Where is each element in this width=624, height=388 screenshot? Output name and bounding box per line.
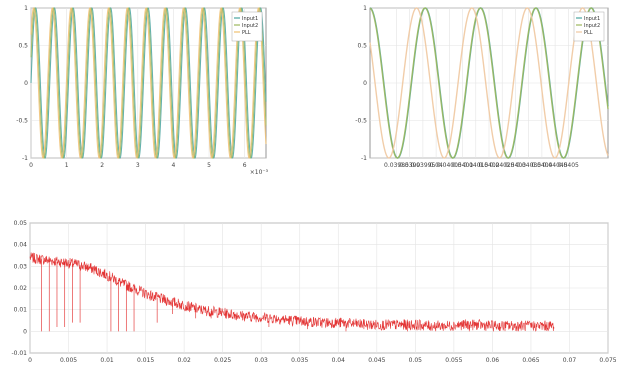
top-right-legend-box xyxy=(573,11,605,42)
top-right-legend-entry: Input1 xyxy=(584,16,600,22)
chart-bottom: 0 0.005 0.01 0.015 0.02 0.025 0.03 0.035 0.04 0.0… xyxy=(11,220,616,364)
top-right-xtick-label: 0.0404 xyxy=(531,162,552,169)
top-left-ytick-label: 0.5 xyxy=(18,43,28,50)
bottom-ytick-label: 0.02 xyxy=(14,285,28,292)
top-left-xtick-label: 2 xyxy=(100,162,104,169)
top-left-xtick-label: 5 xyxy=(207,162,211,169)
top-right-xtick-label: 0.0402 xyxy=(479,162,500,169)
bottom-series-line xyxy=(29,252,555,332)
top-right-series-line xyxy=(369,7,609,159)
top-left-legend-entry: Input2 xyxy=(242,23,258,29)
top-right-ytick-label: -0.5 xyxy=(355,118,367,125)
bottom-xtick-label: 0.025 xyxy=(214,357,231,364)
bottom-ytick-label: 0 xyxy=(23,328,27,335)
top-left-xtick-label: 1 xyxy=(65,162,69,169)
top-left-series-line xyxy=(30,7,267,159)
bottom-ytick-label: 0.04 xyxy=(14,242,28,249)
top-left-xtick-label: 4 xyxy=(172,162,176,169)
top-right-xtick-label: 0.03985 xyxy=(384,162,409,169)
top-right-xtick-label: 0.04005 xyxy=(437,162,462,169)
bottom-xtick-label: 0.04 xyxy=(332,357,346,364)
bottom-ytick-label: -0.01 xyxy=(11,350,27,357)
top-left-ytick-label: 1 xyxy=(24,5,28,12)
bottom-xtick-label: 0.035 xyxy=(291,357,308,364)
bottom-xtick-label: 0.06 xyxy=(486,357,500,364)
top-left-legend-entry: PLL xyxy=(242,30,251,36)
top-right-xtick-label: 0.04 xyxy=(429,162,443,169)
bottom-xtick-label: 0.05 xyxy=(409,357,423,364)
bottom-xtick-label: 0.045 xyxy=(368,357,385,364)
top-left-x-exponent: ×10⁻³ xyxy=(250,169,269,176)
top-right-ytick-label: 0 xyxy=(363,80,367,87)
top-right-legend-entry: PLL xyxy=(584,30,593,36)
top-right-xtick-label: 0.04035 xyxy=(516,162,541,169)
bottom-xtick-label: 0.01 xyxy=(100,357,114,364)
chart-top-right: 0.039850.03990.039950.040.040050.04010.0… xyxy=(355,5,609,169)
top-left-series-line xyxy=(30,7,267,159)
top-right-xtick-label: 0.0405 xyxy=(558,162,579,169)
top-right-xtick-label: 0.03995 xyxy=(410,162,435,169)
top-right-ytick-label: 1 xyxy=(363,5,367,12)
bottom-xtick-label: 0.07 xyxy=(563,357,577,364)
bottom-xtick-label: 0.065 xyxy=(522,357,539,364)
top-right-xtick-label: 0.0401 xyxy=(452,162,473,169)
top-right-xtick-label: 0.04025 xyxy=(490,162,515,169)
bottom-xtick-label: 0.075 xyxy=(599,357,616,364)
top-right-ytick-label: 0.5 xyxy=(357,43,367,50)
top-right-legend-entry: Input2 xyxy=(584,23,600,29)
top-right-ytick-label: -1 xyxy=(361,155,367,162)
top-left-ytick-label: -0.5 xyxy=(16,118,28,125)
top-left-ytick-label: 0 xyxy=(24,80,28,87)
bottom-xtick-label: 0.02 xyxy=(177,357,191,364)
top-right-xtick-label: 0.04045 xyxy=(543,162,568,169)
bottom-xtick-label: 0.015 xyxy=(137,357,154,364)
bottom-xtick-label: 0.055 xyxy=(445,357,462,364)
bottom-ytick-label: 0.01 xyxy=(14,307,28,314)
bottom-xtick-label: 0 xyxy=(28,357,32,364)
top-left-xtick-label: 0 xyxy=(29,162,33,169)
top-left-xtick-label: 3 xyxy=(136,162,140,169)
top-right-xtick-label: 0.0403 xyxy=(505,162,526,169)
top-right-xtick-label: 0.0399 xyxy=(399,162,420,169)
bottom-ytick-label: 0.05 xyxy=(14,220,28,227)
top-left-legend-entry: Input1 xyxy=(242,16,258,22)
bottom-ytick-label: 0.03 xyxy=(14,263,28,270)
top-right-xtick-label: 0.04015 xyxy=(463,162,488,169)
top-left-legend-box xyxy=(231,11,263,42)
top-right-series-line xyxy=(369,7,609,159)
top-left-xtick-label: 6 xyxy=(243,162,247,169)
top-left-ytick-label: -1 xyxy=(22,155,28,162)
bottom-xtick-label: 0.03 xyxy=(255,357,269,364)
bottom-xtick-label: 0.005 xyxy=(60,357,77,364)
top-left-series-line xyxy=(30,7,267,159)
